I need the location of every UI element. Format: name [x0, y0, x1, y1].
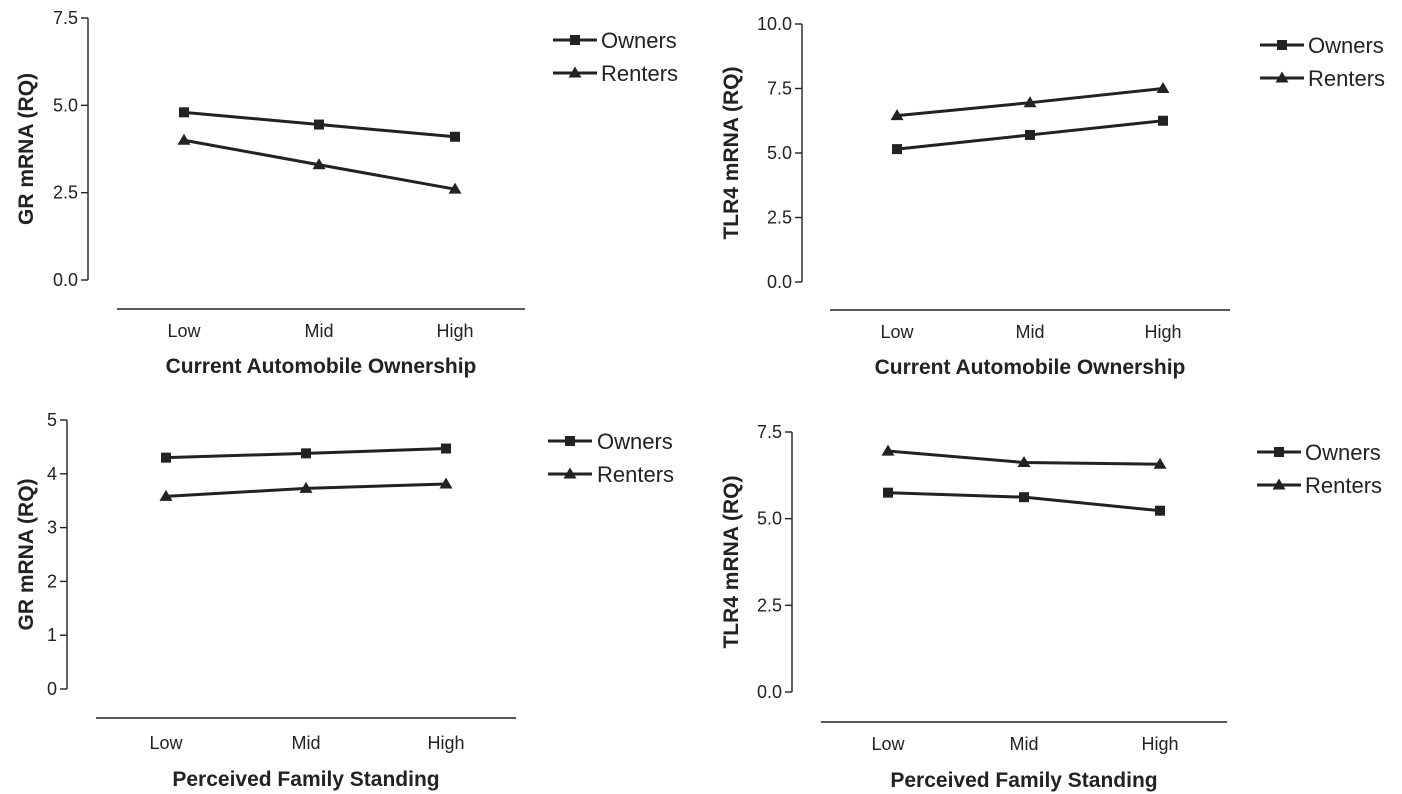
legend-marker-owners [565, 436, 575, 446]
data-point-owners [179, 107, 189, 118]
data-point-renters [890, 109, 904, 121]
chart-panel-2: 0.0 2.5 5.0 7.5 10.0 TLR4 mRNA (RQ) Low Mid High… [720, 14, 1385, 379]
x-tick-label: Low [880, 322, 914, 342]
data-point-renters [177, 133, 191, 145]
legend-label-renters: Renters [1305, 473, 1382, 498]
x-axis-title: Current Automobile Ownership [166, 355, 477, 378]
y-tick-label: 7.5 [767, 79, 792, 99]
legend-label-owners: Owners [1305, 440, 1381, 465]
x-tick-label: High [1141, 734, 1178, 754]
data-point-owners [1019, 492, 1029, 503]
legend-label-owners: Owners [1308, 33, 1384, 58]
data-point-owners [161, 452, 171, 463]
y-tick-label: 4 [47, 464, 57, 484]
y-tick-label: 3 [47, 518, 57, 538]
legend-label-owners: Owners [601, 28, 677, 53]
x-tick-label: Low [871, 734, 905, 754]
legend-label-owners: Owners [597, 429, 673, 454]
x-tick-label: Mid [1015, 322, 1044, 342]
legend-label-renters: Renters [601, 61, 678, 86]
legend-marker-renters [1272, 478, 1286, 490]
data-point-renters [1023, 96, 1037, 108]
data-point-owners [883, 487, 893, 498]
y-axis-title: TLR4 mRNA (RQ) [720, 475, 743, 648]
y-tick-label: 2.5 [767, 208, 792, 228]
data-point-owners [314, 119, 324, 130]
y-tick-label: 2.5 [53, 183, 78, 203]
data-point-owners [1158, 115, 1168, 126]
data-point-renters [448, 182, 462, 194]
y-tick-label: 7.5 [757, 422, 782, 442]
data-point-renters [1017, 456, 1031, 468]
y-axis-title: GR mRNA (RQ) [15, 73, 38, 225]
data-point-renters [881, 444, 895, 456]
x-tick-label: High [436, 321, 473, 341]
data-point-renters [1156, 82, 1170, 93]
chart-panel-4: 0.0 2.5 5.0 7.5 TLR4 mRNA (RQ) Low Mid High Perc… [720, 422, 1382, 792]
legend-marker-owners [1274, 447, 1284, 457]
y-tick-label: 2 [47, 571, 57, 591]
x-tick-label: High [427, 733, 464, 753]
data-point-owners [1155, 505, 1165, 516]
data-point-owners [892, 144, 902, 155]
y-tick-label: 5.0 [757, 509, 782, 529]
legend-marker-owners [570, 35, 580, 45]
y-tick-label: 5.0 [53, 95, 78, 115]
y-tick-label: 0.0 [757, 682, 782, 702]
data-point-owners [301, 448, 311, 459]
data-point-owners [450, 131, 460, 142]
data-point-renters [159, 489, 173, 501]
x-tick-label: Low [149, 733, 183, 753]
legend-marker-renters [568, 66, 582, 78]
y-tick-label: 7.5 [53, 8, 78, 28]
y-axis-title: TLR4 mRNA (RQ) [720, 66, 743, 239]
data-point-owners [441, 443, 451, 454]
y-tick-label: 10.0 [757, 14, 792, 34]
chart-panel-1: 0.0 2.5 5.0 7.5 GR mRNA (RQ) Low Mid High Curren… [15, 8, 678, 378]
x-axis-title: Perceived Family Standing [172, 768, 439, 791]
legend-marker-owners [1277, 40, 1287, 50]
x-tick-label: High [1144, 322, 1181, 342]
y-tick-label: 5 [47, 410, 57, 430]
legend-label-renters: Renters [1308, 66, 1385, 91]
data-point-renters [439, 477, 453, 489]
x-tick-label: Low [167, 321, 201, 341]
data-point-renters [1153, 457, 1167, 469]
data-point-owners [1025, 129, 1035, 140]
legend-marker-renters [563, 467, 577, 479]
x-axis-title: Current Automobile Ownership [875, 356, 1186, 379]
data-point-renters [299, 481, 313, 493]
y-tick-label: 2.5 [757, 595, 782, 615]
x-axis-title: Perceived Family Standing [890, 769, 1157, 792]
y-tick-label: 0.0 [767, 272, 792, 292]
y-axis-title: GR mRNA (RQ) [15, 478, 38, 630]
x-tick-label: Mid [304, 321, 333, 341]
legend-marker-renters [1275, 71, 1289, 83]
y-tick-label: 0.0 [53, 270, 78, 290]
data-point-renters [312, 158, 326, 170]
y-tick-label: 5.0 [767, 143, 792, 163]
legend-label-renters: Renters [597, 462, 674, 487]
y-tick-label: 0 [47, 679, 57, 699]
x-tick-label: Mid [291, 733, 320, 753]
y-tick-label: 1 [47, 625, 57, 645]
chart-panel-3: 0 1 2 3 4 5 GR mRNA (RQ) Low Mid High Perceived Fa… [15, 410, 674, 791]
x-tick-label: Mid [1009, 734, 1038, 754]
